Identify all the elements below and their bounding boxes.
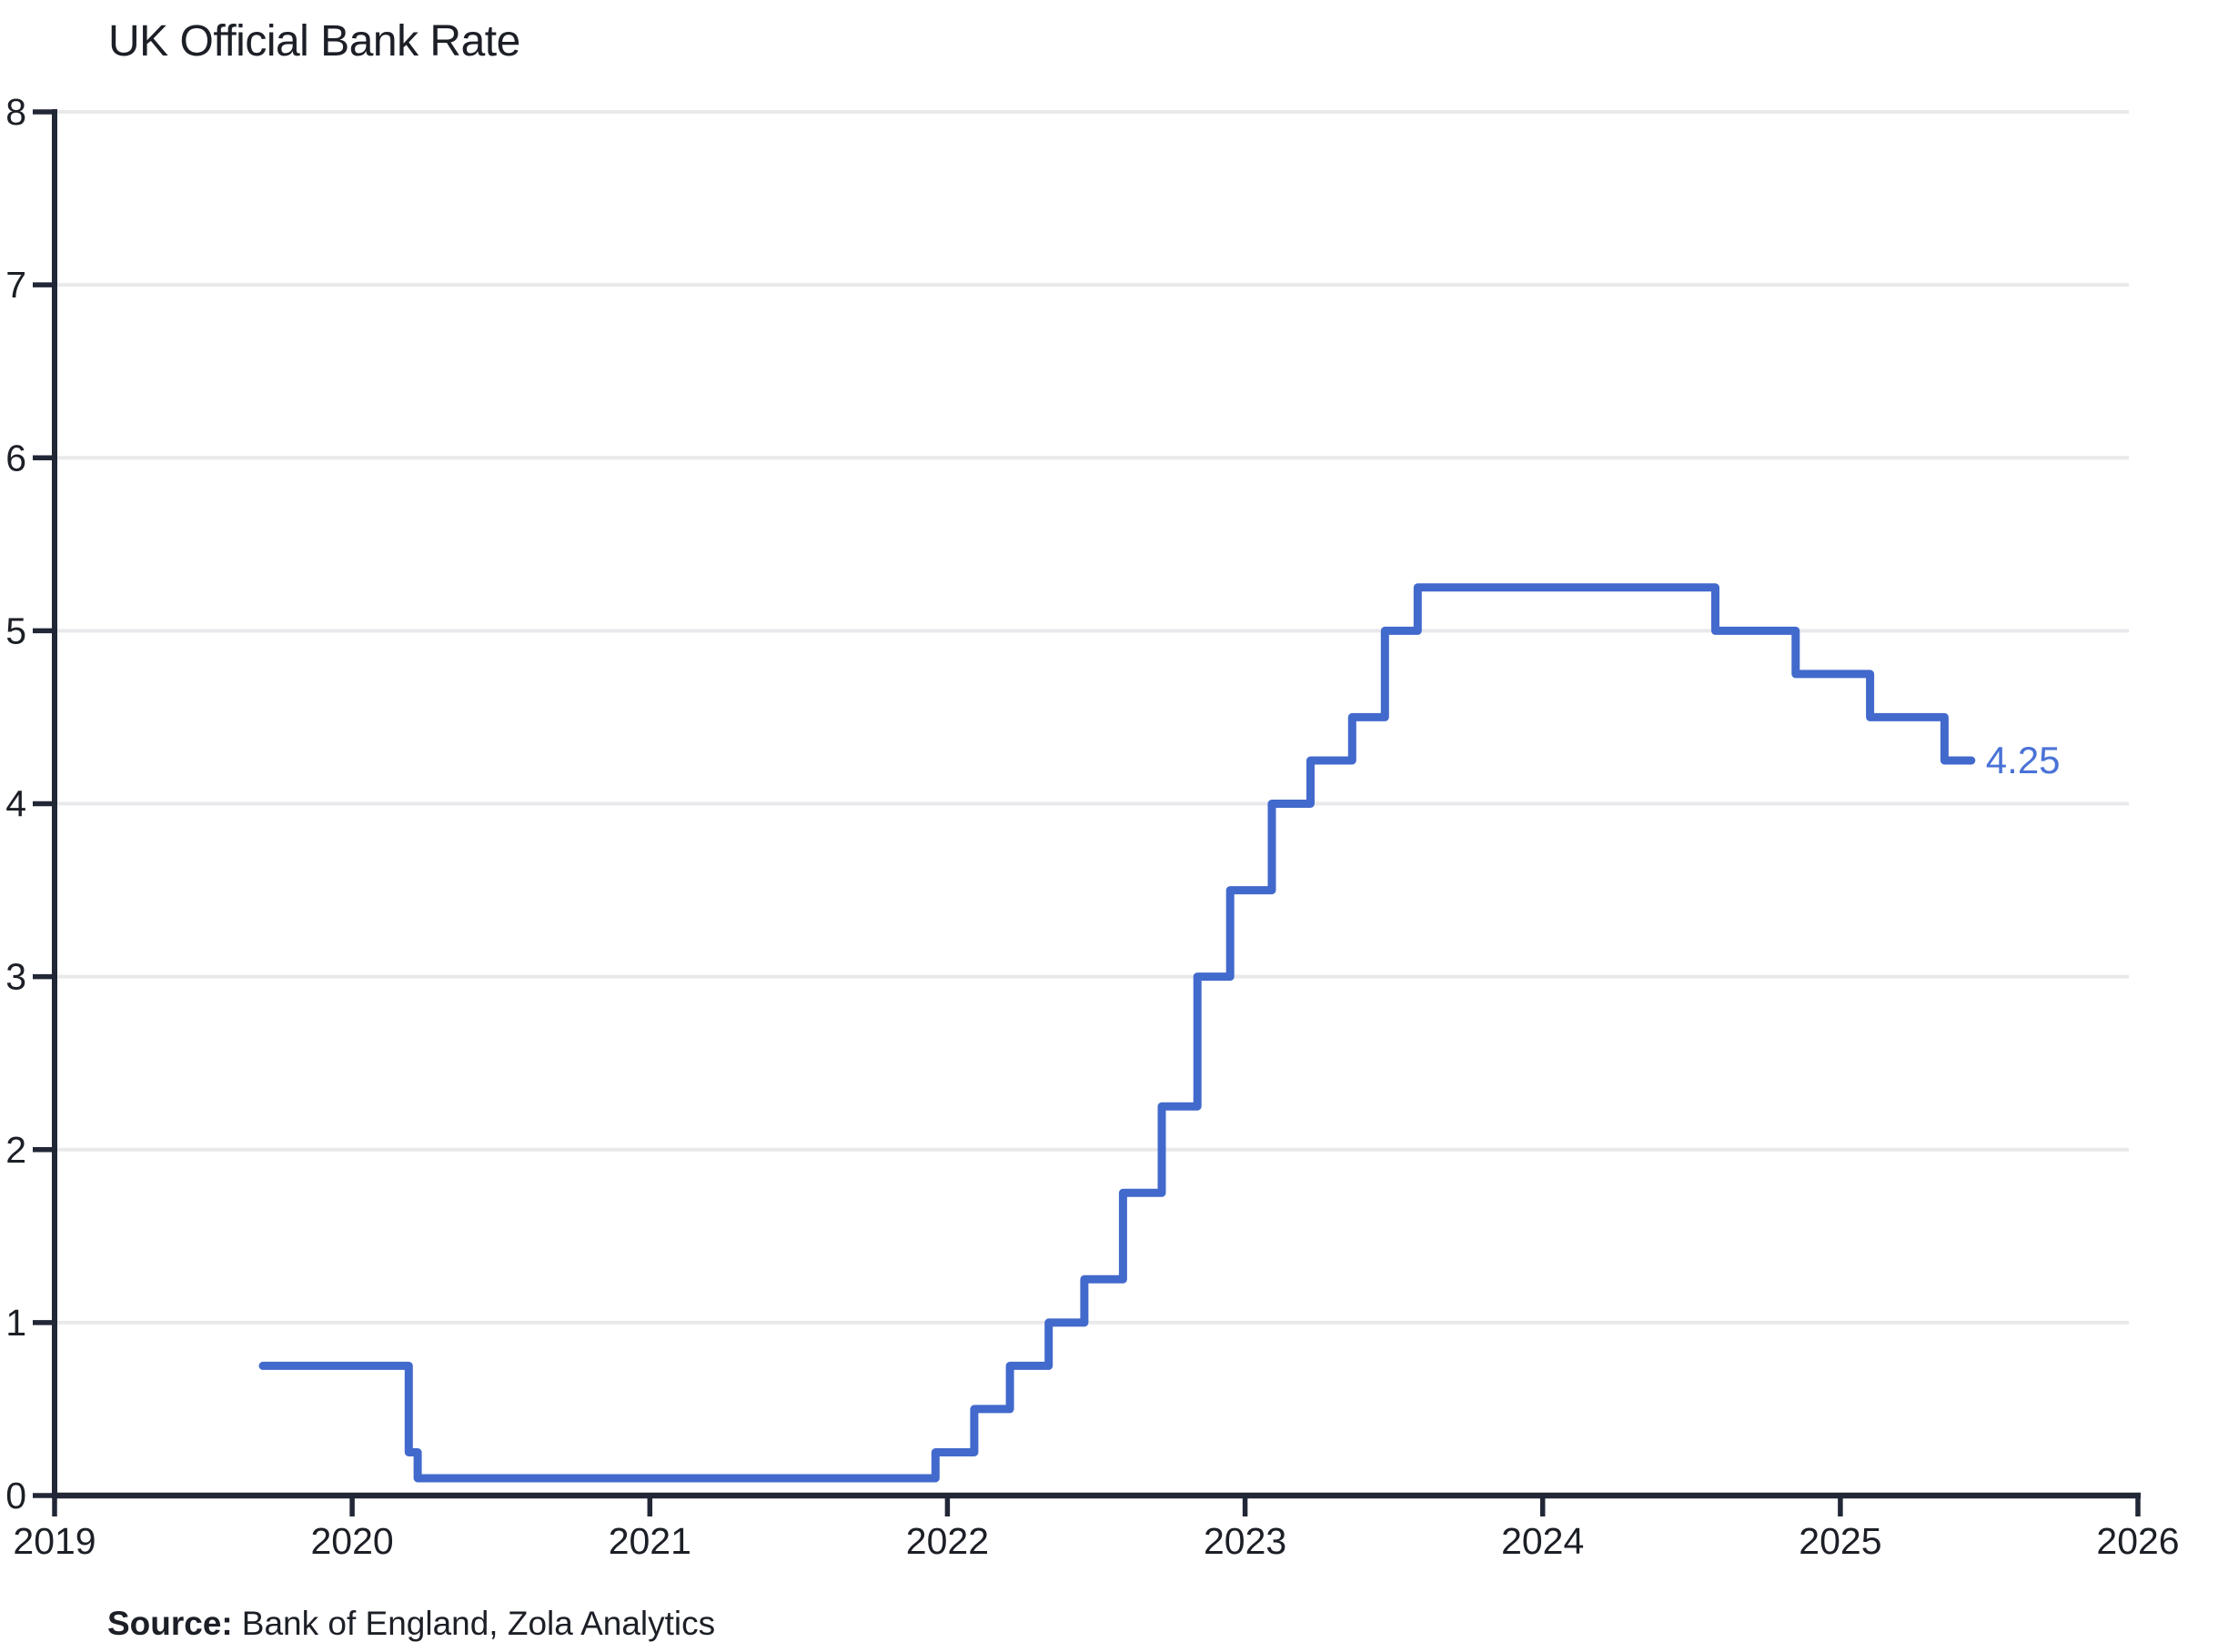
x-tick-label: 2022: [906, 1520, 989, 1562]
chart-title: UK Official Bank Rate: [108, 17, 520, 65]
x-tick-label: 2026: [2096, 1520, 2179, 1562]
y-tick-label: 7: [5, 264, 26, 306]
y-tick-label: 4: [5, 783, 26, 825]
x-tick-label: 2023: [1204, 1520, 1286, 1562]
rate-step-line: [258, 583, 1976, 1483]
end-value-label: 4.25: [1986, 739, 2061, 781]
y-tick-label: 5: [5, 609, 26, 651]
x-tick-label: 2020: [310, 1520, 393, 1562]
y-tick-label: 0: [5, 1475, 26, 1516]
y-tick-label: 2: [5, 1129, 26, 1171]
source-text: Bank of England, Zola Analytics: [241, 1605, 716, 1642]
y-tick-label: 6: [5, 437, 26, 478]
y-tick-label: 3: [5, 956, 26, 998]
x-tick-label: 2019: [13, 1520, 96, 1562]
x-tick-label: 2025: [1799, 1520, 1881, 1562]
source-note: Source: Bank of England, Zola Analytics: [107, 1605, 715, 1643]
source-label: Source:: [107, 1605, 233, 1642]
x-tick-label: 2024: [1501, 1520, 1584, 1562]
x-tick-label: 2021: [609, 1520, 691, 1562]
y-tick-label: 1: [5, 1302, 26, 1344]
y-tick-label: 8: [5, 91, 26, 133]
